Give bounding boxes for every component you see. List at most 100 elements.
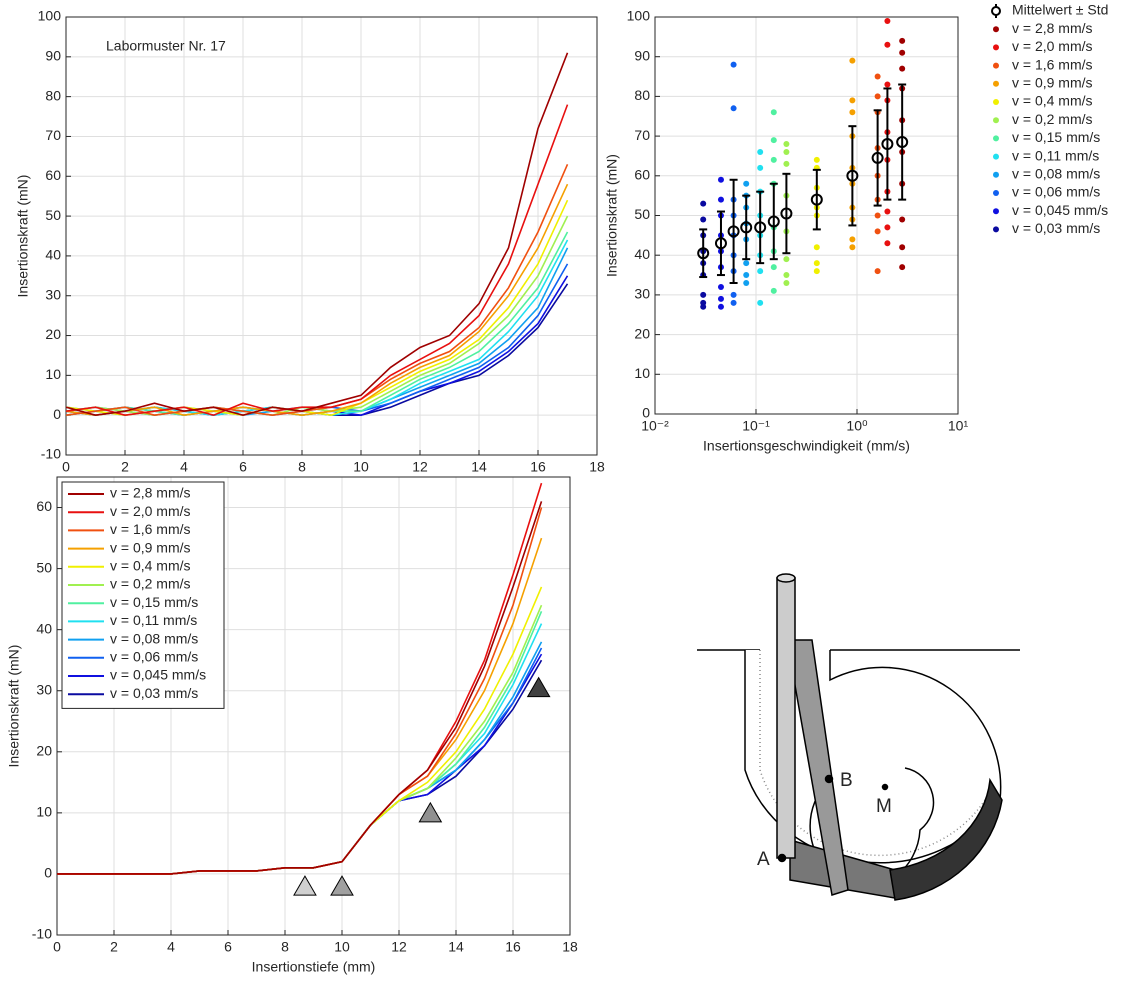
x-tick-label: 10 bbox=[353, 459, 369, 475]
y-tick-label: -10 bbox=[32, 926, 52, 942]
legend-swatch bbox=[993, 99, 999, 105]
x-tick-label: 18 bbox=[562, 939, 578, 955]
legend-label: v = 0,9 mm/s bbox=[1012, 75, 1093, 91]
x-tick-label: 10 bbox=[334, 939, 350, 955]
x-tick-label: 2 bbox=[110, 939, 118, 955]
data-point bbox=[717, 196, 724, 203]
legend-label: v = 0,06 mm/s bbox=[110, 649, 198, 665]
diagram-label: A bbox=[757, 849, 770, 870]
x-tick-label: 4 bbox=[167, 939, 175, 955]
legend-label: v = 0,11 mm/s bbox=[110, 612, 197, 628]
data-point bbox=[743, 279, 750, 286]
plot-area bbox=[66, 17, 597, 455]
legend-swatch bbox=[993, 171, 999, 178]
data-point bbox=[884, 208, 891, 215]
y-axis-label: Insertionskraft (mN) bbox=[15, 175, 31, 298]
y-tick-label: 10 bbox=[45, 366, 61, 382]
data-line bbox=[66, 52, 569, 417]
y-tick-label: 100 bbox=[627, 8, 651, 24]
legend-label: v = 1,6 mm/s bbox=[110, 521, 191, 537]
x-tick-label: 0 bbox=[53, 939, 61, 955]
legend-label: v = 0,4 mm/s bbox=[110, 558, 191, 574]
x-tick-label: 12 bbox=[391, 939, 407, 955]
data-point bbox=[899, 65, 906, 72]
data-line bbox=[66, 183, 569, 417]
data-point bbox=[770, 137, 777, 144]
data-point bbox=[730, 291, 737, 298]
y-tick-label: 20 bbox=[36, 743, 52, 759]
y-tick-label: 30 bbox=[36, 681, 52, 697]
data-point bbox=[757, 268, 764, 275]
x-tick-label: 10⁻¹ bbox=[742, 418, 770, 434]
data-point bbox=[783, 160, 790, 167]
legend-swatch bbox=[993, 226, 999, 233]
legend-label: v = 1,6 mm/s bbox=[1012, 56, 1093, 72]
y-tick-label: 50 bbox=[45, 207, 61, 223]
mean-point bbox=[697, 247, 710, 260]
legend-label: v = 0,045 mm/s bbox=[110, 667, 206, 683]
annotation: Labormuster Nr. 17 bbox=[106, 38, 226, 54]
diagram-label: B bbox=[840, 770, 853, 791]
electrode-shaft bbox=[786, 639, 849, 896]
data-point bbox=[849, 109, 856, 116]
y-tick-label: 80 bbox=[45, 87, 61, 103]
data-point bbox=[757, 164, 764, 171]
y-tick-label: 70 bbox=[634, 127, 650, 143]
x-tick-label: 8 bbox=[281, 939, 289, 955]
y-tick-label: 20 bbox=[634, 325, 650, 341]
data-point bbox=[783, 279, 790, 286]
legend-label: v = 0,03 mm/s bbox=[1012, 220, 1100, 236]
legend-label: Mittelwert ± Std bbox=[1012, 2, 1108, 18]
data-point bbox=[874, 268, 881, 275]
legend-label: v = 0,03 mm/s bbox=[110, 685, 198, 701]
data-point bbox=[700, 200, 707, 207]
electrode-tip bbox=[889, 777, 1003, 901]
data-point bbox=[717, 303, 724, 310]
x-tick-label: 10⁻² bbox=[641, 418, 669, 434]
data-point bbox=[874, 228, 881, 235]
mean-point bbox=[727, 225, 740, 238]
y-tick-label: 10 bbox=[634, 365, 650, 381]
legend-label: v = 2,0 mm/s bbox=[1012, 38, 1093, 54]
y-tick-label: 10 bbox=[36, 804, 52, 820]
x-tick-label: 2 bbox=[121, 459, 129, 475]
y-tick-label: 30 bbox=[45, 286, 61, 302]
x-tick-label: 10¹ bbox=[948, 418, 969, 434]
data-point bbox=[770, 156, 777, 163]
legend-swatch bbox=[993, 117, 999, 124]
point-m bbox=[881, 783, 889, 791]
data-point bbox=[899, 244, 906, 251]
point-a bbox=[777, 853, 787, 863]
x-tick-label: 16 bbox=[530, 459, 546, 475]
data-point bbox=[813, 268, 820, 275]
data-point bbox=[730, 105, 737, 112]
x-tick-label: 0 bbox=[62, 459, 70, 475]
x-tick-label: 8 bbox=[298, 459, 306, 475]
data-point bbox=[899, 216, 906, 223]
x-tick-label: 16 bbox=[505, 939, 521, 955]
data-point bbox=[717, 295, 724, 302]
y-tick-label: 20 bbox=[45, 326, 61, 342]
legend-label: v = 2,0 mm/s bbox=[110, 503, 191, 519]
data-point bbox=[884, 81, 891, 88]
x-axis-label: Insertionsgeschwindigkeit (mm/s) bbox=[703, 438, 910, 454]
marker-triangle bbox=[330, 875, 354, 896]
legend-label: v = 0,15 mm/s bbox=[110, 594, 198, 610]
axes-frame bbox=[56, 476, 571, 936]
legend-swatch bbox=[993, 26, 999, 33]
y-tick-label: 40 bbox=[36, 620, 52, 636]
data-point bbox=[874, 212, 881, 219]
y-tick-label: 40 bbox=[634, 246, 650, 262]
legend-label: v = 0,9 mm/s bbox=[110, 539, 191, 555]
legend-label: v = 2,8 mm/s bbox=[110, 485, 191, 501]
data-line bbox=[66, 163, 569, 417]
chart: 0 10 20 30 40 50 60 70 80 90 100 10⁻² 10⁻¹ 10⁰ 10¹ Inse… bbox=[604, 2, 1109, 454]
mean-point bbox=[810, 193, 823, 206]
mean-point bbox=[896, 136, 909, 149]
data-point bbox=[770, 264, 777, 271]
data-point bbox=[874, 73, 881, 80]
data-point bbox=[899, 49, 906, 56]
x-tick-label: 6 bbox=[239, 459, 247, 475]
y-axis-label: Insertionskraft (mN) bbox=[604, 154, 620, 277]
